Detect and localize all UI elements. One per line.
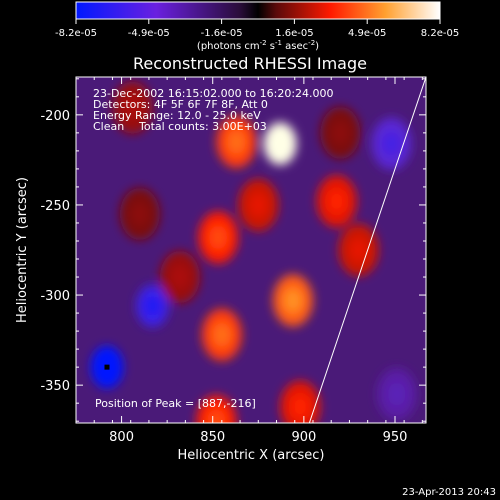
emission-blobs	[90, 81, 417, 423]
x-axis-label: Heliocentric X (arcsec)	[178, 448, 325, 463]
emission-blob-core	[227, 129, 246, 154]
annotation-detectors: Detectors: 4F 5F 6F 7F 8F, Att 0	[93, 98, 268, 111]
emission-blob-core	[209, 225, 228, 250]
colorbar-tick-label: -4.9e-05	[128, 28, 170, 39]
emission-blob-core	[130, 201, 149, 226]
y-tick-label: -200	[40, 109, 70, 124]
image-area	[76, 77, 426, 423]
colorbar-tick-label: -8.2e-05	[55, 28, 97, 39]
emission-blob-core	[249, 192, 268, 217]
emission-blob-core	[382, 131, 401, 156]
colorbar-tick-label: 4.9e-05	[348, 28, 386, 39]
colorbar-ticks: -8.2e-05 -4.9e-05 -1.6e-05 1.6e-05 4.9e-05 8.…	[55, 19, 459, 39]
x-tick-label: 850	[200, 430, 225, 445]
emission-blob-core	[327, 189, 346, 214]
peak-marker	[104, 364, 110, 370]
x-tick-label: 950	[383, 430, 408, 445]
colorbar-tick-label: -1.6e-05	[201, 28, 243, 39]
footer-timestamp: 23-Apr-2013 20:43	[402, 487, 496, 498]
emission-blob-core	[387, 382, 406, 407]
emission-blob-core	[291, 394, 310, 419]
x-tick-label: 900	[291, 430, 316, 445]
solar-limb-line	[308, 77, 426, 423]
emission-blob-core	[212, 322, 231, 347]
x-tick-label: 800	[109, 430, 134, 445]
emission-blob-core	[123, 95, 142, 120]
annotation-peak-position: Position of Peak = [887,-216]	[95, 397, 256, 410]
emission-blob-core	[272, 133, 288, 154]
annotation-time-range: 23-Dec-2002 16:15:02.000 to 16:20:24.000	[93, 87, 334, 100]
emission-blob-core	[349, 237, 368, 263]
colorbar-tick-label: 1.6e-05	[275, 28, 313, 39]
y-tick-label: -300	[40, 289, 70, 304]
annotation-clean: Clean	[93, 120, 124, 133]
emission-blob-core	[170, 265, 189, 290]
annotation-energy: Energy Range: 12.0 - 25.0 keV	[93, 109, 261, 122]
plot-frame	[75, 76, 427, 424]
chart-title: Reconstructed RHESSI Image	[133, 54, 367, 73]
axis-ticks: 800 850 900 950 -200 -250 -300 -350	[40, 77, 426, 445]
colorbar-unit-label: (photons cm-2 s-1 asec-2)	[197, 39, 319, 52]
y-tick-label: -350	[40, 379, 70, 394]
positive-emission-blob	[196, 395, 237, 423]
emission-blob-core	[331, 120, 350, 145]
emission-blob-core	[283, 288, 302, 313]
colorbar	[75, 1, 441, 20]
y-axis-label: Heliocentric Y (arcsec)	[15, 177, 30, 323]
emission-blob-core	[207, 409, 226, 423]
colorbar-tick-label: 8.2e-05	[421, 28, 459, 39]
y-tick-label: -250	[40, 199, 70, 214]
annotation-total-counts: Total counts: 3.00E+03	[138, 120, 267, 133]
emission-blob-core	[145, 296, 160, 316]
